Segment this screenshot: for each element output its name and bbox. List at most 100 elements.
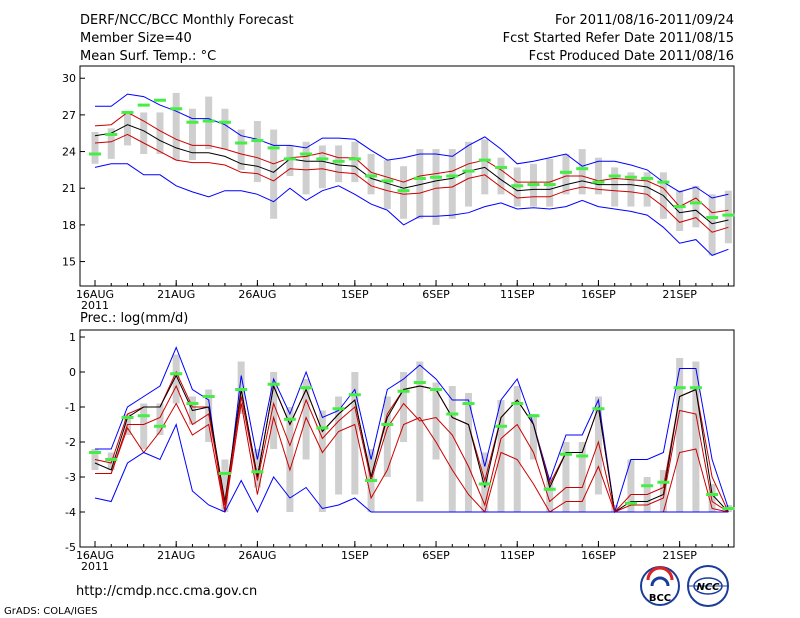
prec-forecast-marker <box>218 472 231 475</box>
temp-member-range-bar <box>465 141 473 207</box>
temp-y-tick-label: 18 <box>62 219 76 232</box>
prec-member-range-bar <box>432 382 440 460</box>
prec-y-tick-label: -5 <box>65 541 76 554</box>
prec-forecast-marker <box>170 372 183 376</box>
temp-forecast-marker <box>365 174 378 178</box>
prec-forecast-marker <box>137 414 150 418</box>
prec-forecast-marker <box>251 470 264 474</box>
temp-forecast-marker <box>137 103 150 107</box>
prec-member-range-bar <box>416 361 424 502</box>
temp-member-range-bar <box>188 108 196 161</box>
prec-member-range-bar <box>529 414 537 460</box>
temp-x-tick-label: 1SEP <box>341 288 369 301</box>
prec-member-range-bar <box>692 361 700 512</box>
temp-x-tick-label: 21SEP <box>662 288 697 301</box>
footer-url: http://cmdp.ncc.cma.gov.cn <box>76 584 257 599</box>
temp-forecast-marker <box>413 176 426 180</box>
prec-forecast-marker <box>202 395 215 398</box>
prec-member-range-bar <box>400 372 408 442</box>
temp-forecast-marker <box>218 120 231 124</box>
temp-forecast-marker <box>300 152 313 156</box>
temp-forecast-marker <box>576 167 589 171</box>
temp-member-range-bar <box>448 149 456 219</box>
temp-forecast-marker <box>722 213 735 217</box>
temp-forecast-marker <box>251 139 264 143</box>
prec-forecast-marker <box>543 487 556 491</box>
prec-series-max-line <box>95 346 729 513</box>
temp-forecast-marker <box>202 119 215 123</box>
prec-forecast-marker <box>153 424 166 428</box>
prec-series-min-line <box>94 422 729 514</box>
prec-x-tick-label: 1SEP <box>341 549 369 562</box>
prec-member-range-bar <box>172 354 180 404</box>
temp-forecast-marker <box>689 201 702 205</box>
prec-plot-frame <box>79 329 735 548</box>
temp-member-range-bar <box>692 185 700 228</box>
prec-member-range-bar <box>351 372 359 495</box>
temp-member-range-bar <box>708 194 716 256</box>
prec-series-mean-line <box>94 374 729 513</box>
prec-forecast-marker <box>105 458 118 461</box>
prec-forecast-marker <box>89 451 101 454</box>
temp-forecast-marker <box>235 141 248 145</box>
prec-member-range-bar <box>140 403 148 449</box>
temp-forecast-marker <box>186 120 199 124</box>
temp-forecast-marker <box>283 157 296 161</box>
prec-forecast-marker <box>511 402 524 405</box>
prec-member-range-bar <box>546 477 554 512</box>
temp-member-range-bar <box>237 129 245 170</box>
prec-forecast-marker <box>283 417 296 421</box>
temp-forecast-marker <box>462 169 475 173</box>
temp-forecast-marker <box>267 146 280 150</box>
svg-text:NCC: NCC <box>696 582 720 593</box>
temp-member-range-bar <box>578 149 586 195</box>
temp-member-range-bar <box>270 129 278 219</box>
temp-x-tick-label: 21AUG <box>157 288 195 301</box>
temp-forecast-marker <box>624 175 637 179</box>
prec-forecast-marker <box>641 484 654 488</box>
temp-member-range-bar <box>400 166 408 219</box>
temp-member-range-bar <box>302 141 310 195</box>
temp-forecast-marker <box>673 205 686 209</box>
temp-member-range-bar <box>253 121 261 183</box>
temp-member-range-bar <box>156 112 164 154</box>
temp-y-tick-label: 30 <box>62 72 76 85</box>
prec-y-tick-label: -4 <box>65 506 76 519</box>
temp-series-lower-line <box>94 133 729 233</box>
temp-forecast-marker <box>706 216 719 220</box>
prec-y-tick-label: -2 <box>65 436 76 449</box>
prec-forecast-marker <box>316 426 329 430</box>
prec-member-range-bar <box>594 396 602 495</box>
temp-member-range-bar <box>286 145 294 176</box>
prec-series-lower-line <box>95 384 729 513</box>
temp-forecast-marker <box>511 184 524 188</box>
temp-member-range-bar <box>416 149 424 219</box>
svg-text:BCC: BCC <box>649 593 671 604</box>
temp-forecast-marker <box>316 157 329 161</box>
prec-x-tick-label: 6SEP <box>422 549 450 562</box>
temp-member-range-bar <box>724 190 732 244</box>
temp-x-tick-label: 11SEP <box>500 288 535 301</box>
prec-x-tick-label: 16SEP <box>581 549 616 562</box>
temp-member-range-bar <box>140 112 148 154</box>
prec-member-range-bar <box>465 393 473 512</box>
prec-forecast-marker <box>495 424 507 428</box>
prec-member-range-bar <box>659 470 667 512</box>
temp-series-min-line <box>94 163 729 256</box>
prec-forecast-marker <box>300 386 313 390</box>
prec-forecast-marker <box>413 381 426 384</box>
prec-forecast-marker <box>462 402 475 405</box>
temp-forecast-marker <box>121 110 134 114</box>
prec-y-tick-label: 0 <box>69 366 76 379</box>
temp-forecast-marker <box>170 107 183 111</box>
prec-forecast-marker <box>267 382 280 386</box>
temp-y-tick-label: 27 <box>62 109 76 122</box>
figure-title: DERF/NCC/BCC Monthly Forecast <box>80 13 294 28</box>
temp-member-range-bar <box>546 158 554 207</box>
prec-x-tick-label: 26AUG <box>238 549 276 562</box>
prec-member-range-bar <box>107 452 115 470</box>
temp-member-range-bar <box>107 128 115 159</box>
precip-panel-title: Prec.: log(mm/d) <box>80 311 188 326</box>
